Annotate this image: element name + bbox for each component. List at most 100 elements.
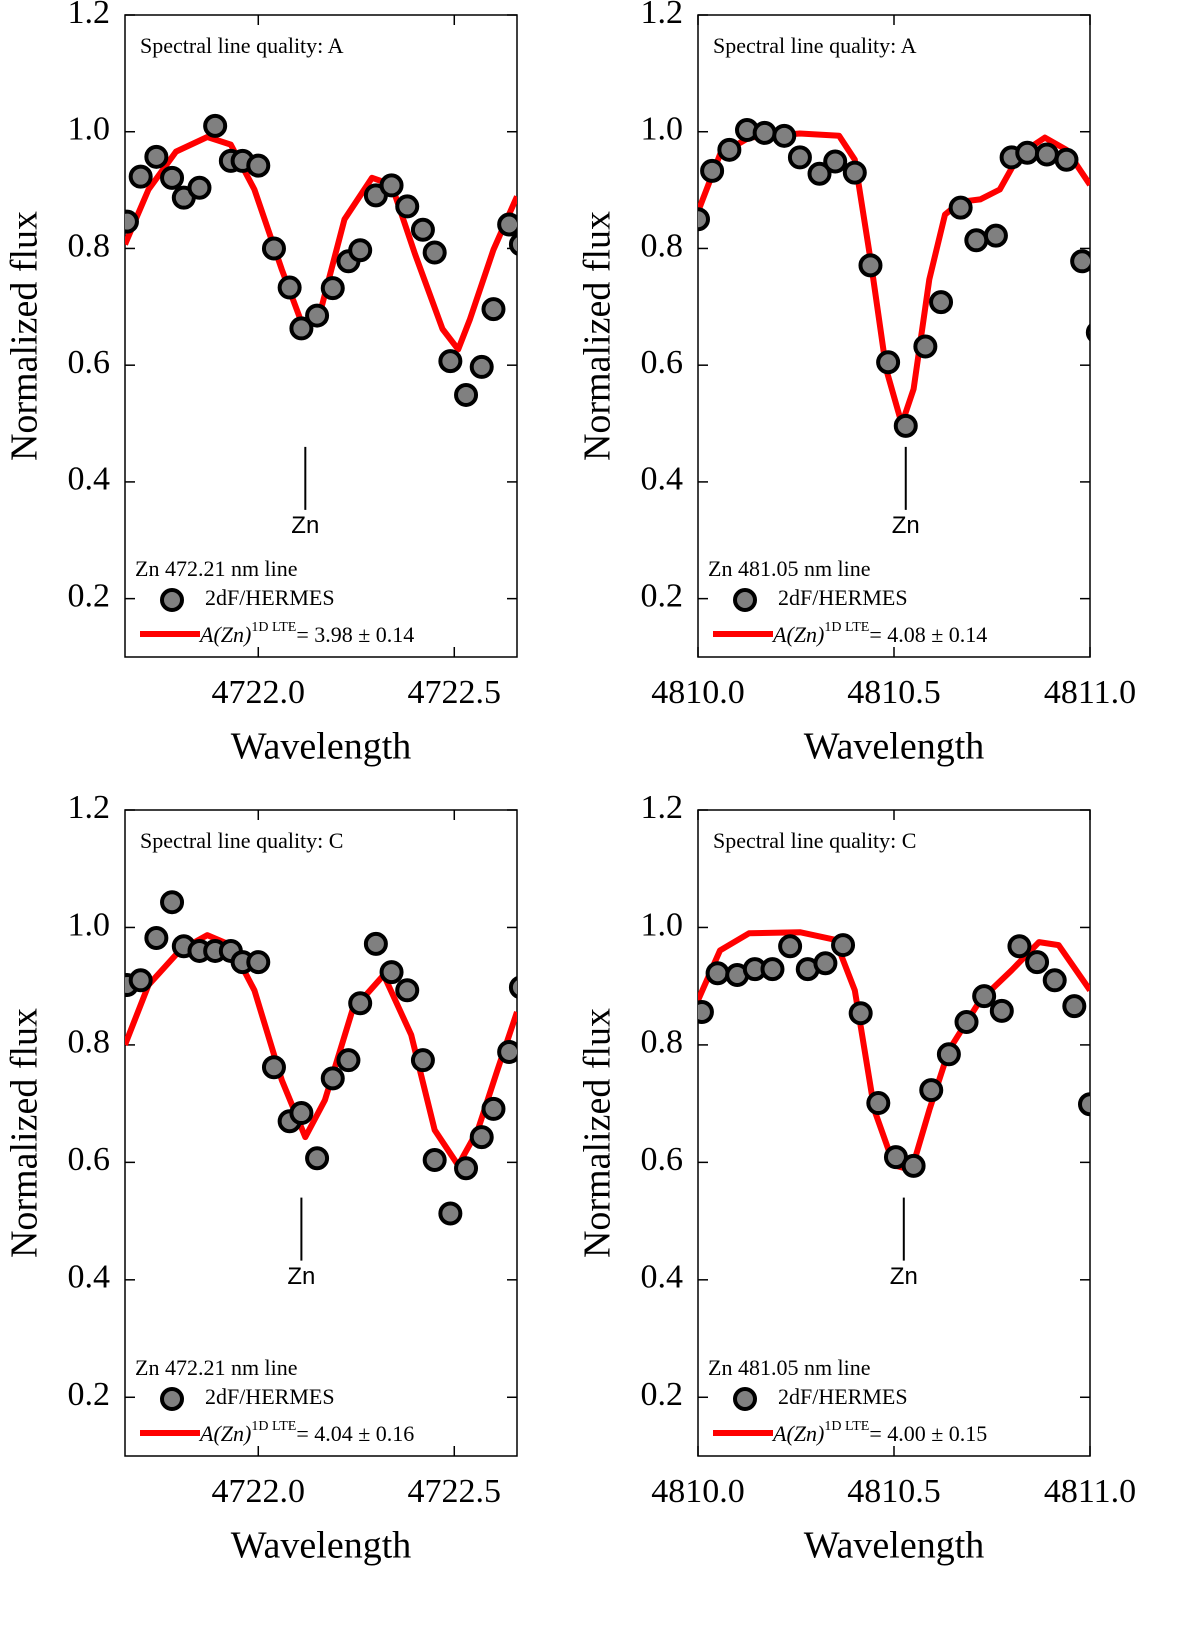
data-point [948, 195, 973, 220]
data-point [481, 297, 506, 322]
x-tick-label: 4722.0 [212, 1473, 306, 1510]
y-axis-title: Normalized flux [4, 211, 46, 461]
data-point [778, 934, 803, 959]
data-point [893, 413, 918, 438]
y-tick-label: 1.2 [68, 789, 111, 826]
data-point [717, 137, 742, 162]
y-tick-label: 1.2 [68, 0, 111, 31]
legend-title: Zn 481.05 nm line [708, 556, 871, 581]
data-point [813, 951, 838, 976]
data-point [1078, 1092, 1090, 1117]
y-tick-label: 1.0 [68, 906, 111, 943]
data-point [289, 1101, 314, 1126]
plot-frame [124, 14, 518, 658]
legend: Zn 481.05 nm line 2dF/HERMES A(Zn)1D LTE= … [708, 1355, 987, 1446]
data-point [752, 120, 777, 145]
data-point [305, 303, 330, 328]
plot-frame [124, 809, 518, 1457]
plot-area [125, 113, 517, 407]
data-point [336, 1048, 361, 1073]
data-point [698, 1000, 714, 1025]
legend-superscript: 1D LTE [251, 1419, 296, 1434]
data-point [438, 1201, 463, 1226]
legend-suffix: = 4.00 ± 0.15 [869, 1421, 987, 1446]
y-tick-label: 0.4 [641, 461, 684, 498]
y-tick-label: 0.6 [68, 1141, 111, 1178]
legend-name: A(Zn) [771, 622, 824, 647]
legend-suffix: = 4.08 ± 0.14 [869, 622, 987, 647]
y-tick-label: 0.4 [641, 1259, 684, 1296]
legend-label: A(Zn)1D LTE= 4.08 ± 0.14 [771, 620, 987, 647]
y-tick-label: 0.2 [68, 577, 111, 614]
legend-symbol [160, 1387, 184, 1411]
legend-name: A(Zn) [198, 622, 251, 647]
legend-title: Zn 481.05 nm line [708, 1355, 871, 1380]
legend-name: A(Zn) [198, 1421, 251, 1446]
data-point [348, 238, 373, 263]
y-tick-label: 1.0 [68, 111, 111, 148]
data-point [144, 926, 169, 951]
quality-label: Spectral line quality: A [140, 33, 344, 58]
data-point [972, 984, 997, 1009]
legend-label: 2dF/HERMES [778, 1384, 908, 1409]
data-point [698, 207, 710, 232]
data-point [128, 164, 153, 189]
data-point [848, 1001, 873, 1026]
data-point [858, 253, 883, 278]
legend: Zn 472.21 nm line 2dF/HERMES A(Zn)1D LTE= … [135, 1355, 414, 1446]
data-point [454, 1156, 479, 1181]
data-point [1085, 323, 1090, 342]
data-point [203, 113, 228, 138]
quality-label: Spectral line quality: C [713, 828, 916, 853]
legend-label: 2dF/HERMES [205, 585, 335, 610]
legend-label: A(Zn)1D LTE= 3.98 ± 0.14 [198, 620, 414, 647]
data-point [1070, 249, 1090, 274]
data-point [160, 890, 185, 915]
data-point [823, 149, 848, 174]
data-point [807, 161, 832, 186]
data-point [379, 960, 404, 985]
data-point [1007, 934, 1032, 959]
data-point [936, 1042, 961, 1067]
legend: Zn 472.21 nm line 2dF/HERMES A(Zn)1D LTE= … [135, 556, 414, 647]
quality-label: Spectral line quality: C [140, 828, 343, 853]
data-point [1042, 968, 1067, 993]
data-point [395, 978, 420, 1003]
y-tick-label: 0.4 [68, 1259, 111, 1296]
x-tick-label: 4810.0 [651, 674, 745, 711]
data-point [261, 236, 286, 261]
panel: 0.2 0.4 0.6 0.8 1.0 1.2 4722.0 4722.5 Wavelength… [4, 0, 518, 768]
data-point [1062, 994, 1087, 1019]
legend-title: Zn 472.21 nm line [135, 556, 298, 581]
legend-label: 2dF/HERMES [205, 1384, 335, 1409]
data-point [395, 194, 420, 219]
data-point [497, 1039, 517, 1064]
legend-label: A(Zn)1D LTE= 4.00 ± 0.15 [771, 1419, 987, 1446]
y-tick-label: 0.2 [68, 1376, 111, 1413]
data-point [469, 354, 494, 379]
data-point [160, 165, 185, 190]
x-axis-title: Wavelength [804, 726, 985, 768]
legend-label: 2dF/HERMES [778, 585, 908, 610]
y-tick-label: 0.4 [68, 461, 111, 498]
data-point [481, 1096, 506, 1121]
data-point [964, 228, 989, 253]
plot-area [698, 929, 1090, 1178]
data-point [305, 1146, 330, 1171]
x-tick-label: 4810.0 [651, 1473, 745, 1510]
data-point [246, 950, 271, 975]
data-point [261, 1055, 286, 1080]
data-point [901, 1153, 926, 1178]
data-point [1015, 140, 1040, 165]
legend-name: A(Zn) [771, 1421, 824, 1446]
model-line [698, 130, 1090, 428]
line-marker-label: Zn [890, 1263, 918, 1290]
data-point [422, 240, 447, 265]
x-tick-label: 4722.5 [408, 674, 502, 711]
data-point [246, 153, 271, 178]
data-point [363, 931, 388, 956]
y-axis-title: Normalized flux [4, 1008, 46, 1258]
panel: 0.2 0.4 0.6 0.8 1.0 1.2 4810.0 4810.5 4811.0 Wave… [577, 0, 1136, 768]
data-point [1054, 147, 1079, 172]
